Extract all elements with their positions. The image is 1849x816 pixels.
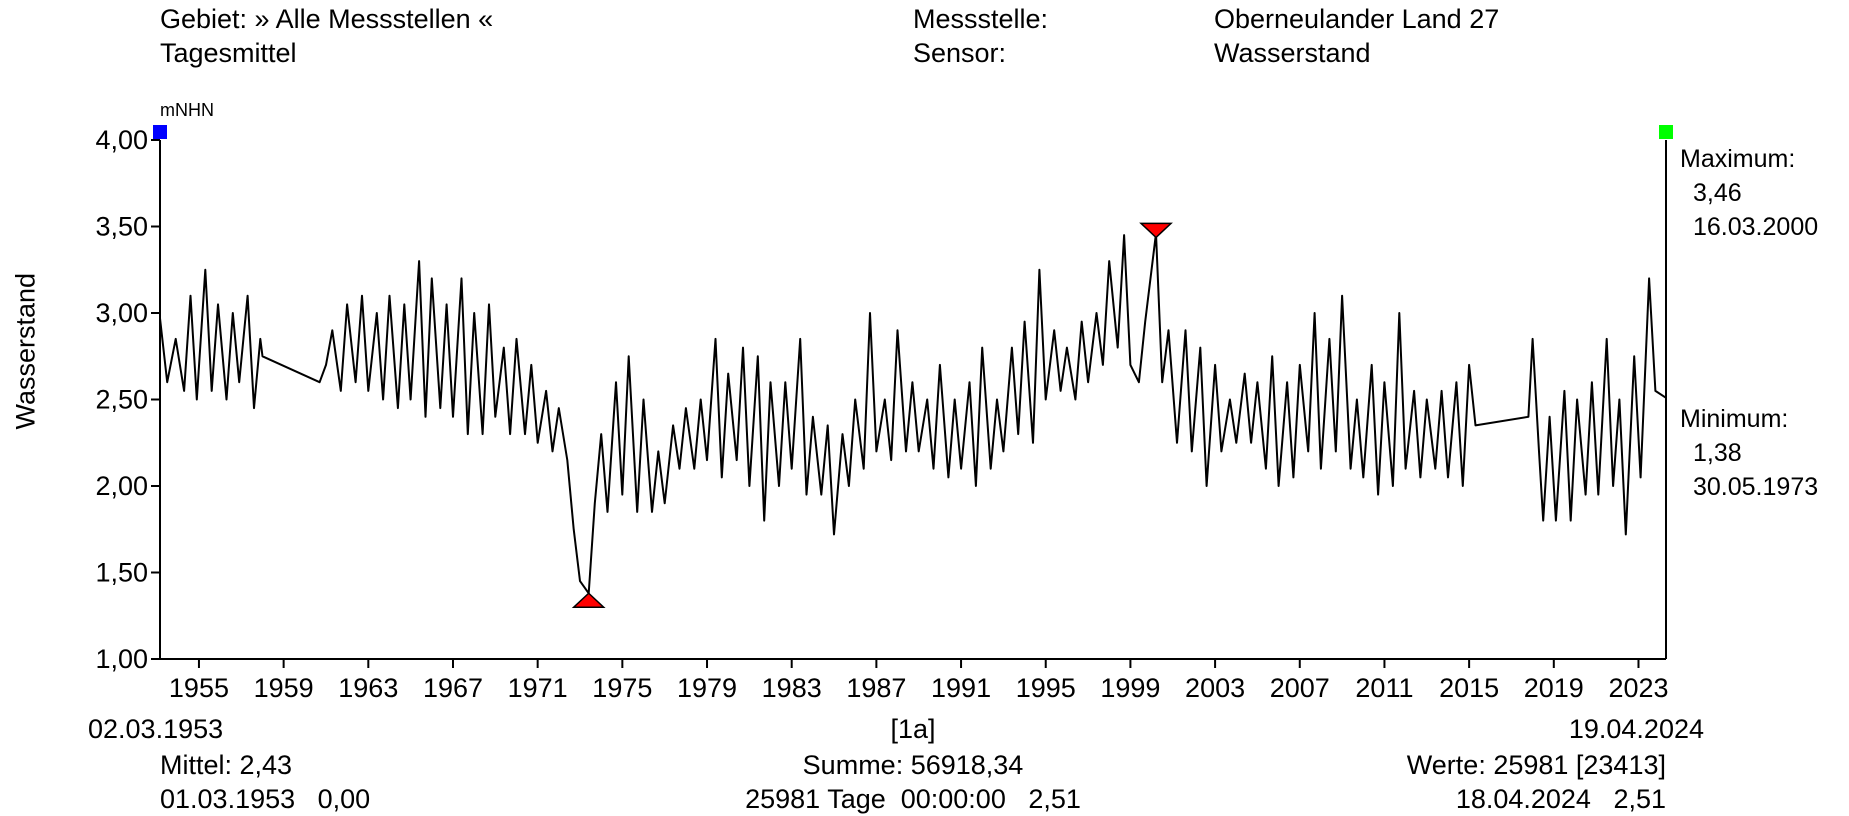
x-tick-label: 2003 [1185,673,1245,703]
x-tick-label: 2019 [1524,673,1584,703]
x-tick-label: 1959 [254,673,314,703]
x-tick-label: 2023 [1608,673,1668,703]
y-tick-label: 1,50 [95,558,148,588]
y-axis-ticks: 1,00 1,50 2,00 2,50 3,00 3,50 4,00 [95,125,160,674]
y-tick-label: 2,50 [95,385,148,415]
x-tick-label: 1999 [1100,673,1160,703]
start-date: 02.03.1953 [88,714,224,744]
x-tick-label: 2007 [1270,673,1330,703]
x-tick-label: 1967 [423,673,483,703]
end-marker [1659,125,1673,139]
x-tick-label: 1995 [1016,673,1076,703]
y-tick-label: 3,50 [95,212,148,242]
minimum-value: 1,38 [1693,439,1742,467]
x-tick-label: 1991 [931,673,991,703]
x-axis-ticks: 1955 1959 1963 1967 1971 1975 1979 1983 1987 1991… [169,659,1669,703]
x-tick-label: 2015 [1439,673,1499,703]
y-tick-label: 2,00 [95,471,148,501]
y-tick-label: 3,00 [95,298,148,328]
maximum-value: 3,46 [1693,179,1742,207]
station-value: Oberneulander Land 27 [1214,4,1500,34]
x-tick-label: 1955 [169,673,229,703]
y-tick-label: 4,00 [95,125,148,155]
x-tick-label: 1987 [846,673,906,703]
sum-detail: 25981 Tage 00:00:00 2,51 [745,784,1081,814]
x-tick-label: 2011 [1355,673,1413,703]
sensor-label: Sensor: [913,38,1007,68]
series-line-wasserstand [159,232,1667,595]
series-group [159,232,1667,595]
values-detail: 18.04.2024 2,51 [1455,784,1666,814]
y-unit-label: mNHN [160,100,214,120]
maximum-label: Maximum: [1680,145,1796,173]
minimum-date: 30.05.1973 [1693,473,1819,501]
maximum-marker [1139,222,1173,239]
sum-label: Summe: 56918,34 [802,750,1024,780]
aggregation-label: Tagesmittel [160,38,297,68]
sensor-value: Wasserstand [1214,38,1371,68]
maximum-date: 16.03.2000 [1693,213,1819,241]
x-tick-label: 1979 [677,673,737,703]
mean-detail: 01.03.1953 0,00 [160,784,371,814]
end-date: 19.04.2024 [1568,714,1704,744]
station-label: Messstelle: [913,4,1049,34]
area-label: Gebiet: » Alle Messstellen « [160,4,494,34]
minimum-label: Minimum: [1680,405,1789,433]
minimum-marker [571,592,606,609]
x-tick-label: 1975 [592,673,652,703]
values-count: Werte: 25981 [23413] [1406,750,1666,780]
start-marker [153,125,167,139]
x-tick-label: 1963 [338,673,398,703]
interval-label: [1a] [890,714,936,744]
x-tick-label: 1971 [508,673,568,703]
y-tick-label: 1,00 [95,644,148,674]
x-tick-label: 1983 [762,673,822,703]
mean-label: Mittel: 2,43 [160,750,293,780]
